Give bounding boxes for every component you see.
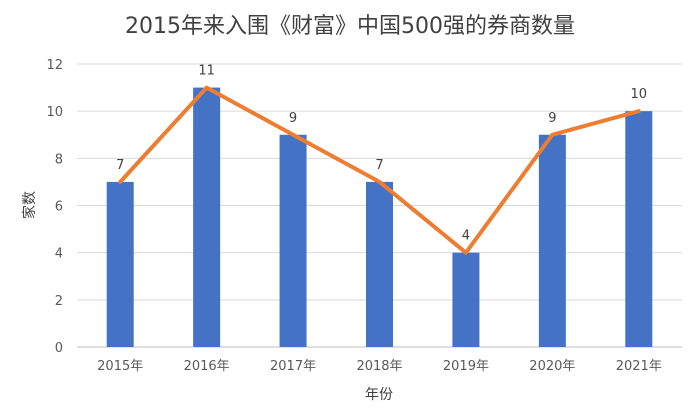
x-tick-label: 2021年 [616, 359, 662, 374]
y-tick-label: 0 [55, 341, 63, 356]
data-label: 7 [116, 158, 124, 173]
bars [106, 87, 653, 348]
x-tick-label: 2015年 [97, 359, 143, 374]
bar [538, 134, 566, 347]
y-axis-ticks: 0 2 4 6 8 10 12 [46, 58, 63, 356]
data-label: 10 [631, 87, 648, 102]
data-label: 4 [462, 229, 470, 244]
data-labels: 7 11 9 7 4 9 10 [116, 64, 647, 244]
y-tick-label: 12 [46, 58, 63, 73]
chart-title: 2015年来入围《财富》中国500强的券商数量 [125, 14, 575, 39]
bar [625, 111, 653, 348]
y-tick-label: 10 [46, 105, 63, 120]
x-tick-label: 2016年 [184, 359, 230, 374]
data-label: 9 [548, 111, 556, 126]
y-tick-label: 4 [55, 247, 63, 262]
bar [366, 181, 393, 347]
trend-line [118, 85, 641, 255]
x-tick-label: 2019年 [443, 359, 489, 374]
y-tick-label: 8 [55, 152, 63, 167]
x-axis-ticks: 2015年 2016年 2017年 2018年 2019年 2020年 2021年 [97, 359, 662, 374]
x-tick-label: 2020年 [529, 359, 575, 374]
bar [193, 87, 221, 347]
x-tick-label: 2018年 [356, 359, 402, 374]
trend-line-layer [118, 85, 641, 255]
y-axis-label: 家数 [21, 191, 38, 219]
bar [452, 252, 480, 347]
x-axis-label: 年份 [365, 387, 393, 403]
bar [106, 181, 134, 347]
y-tick-label: 2 [55, 294, 63, 309]
data-label: 11 [198, 64, 215, 79]
y-tick-label: 6 [55, 200, 63, 215]
bar [279, 134, 307, 347]
x-tick-label: 2017年 [270, 359, 316, 374]
data-label: 7 [375, 158, 383, 173]
data-label: 9 [289, 111, 297, 126]
